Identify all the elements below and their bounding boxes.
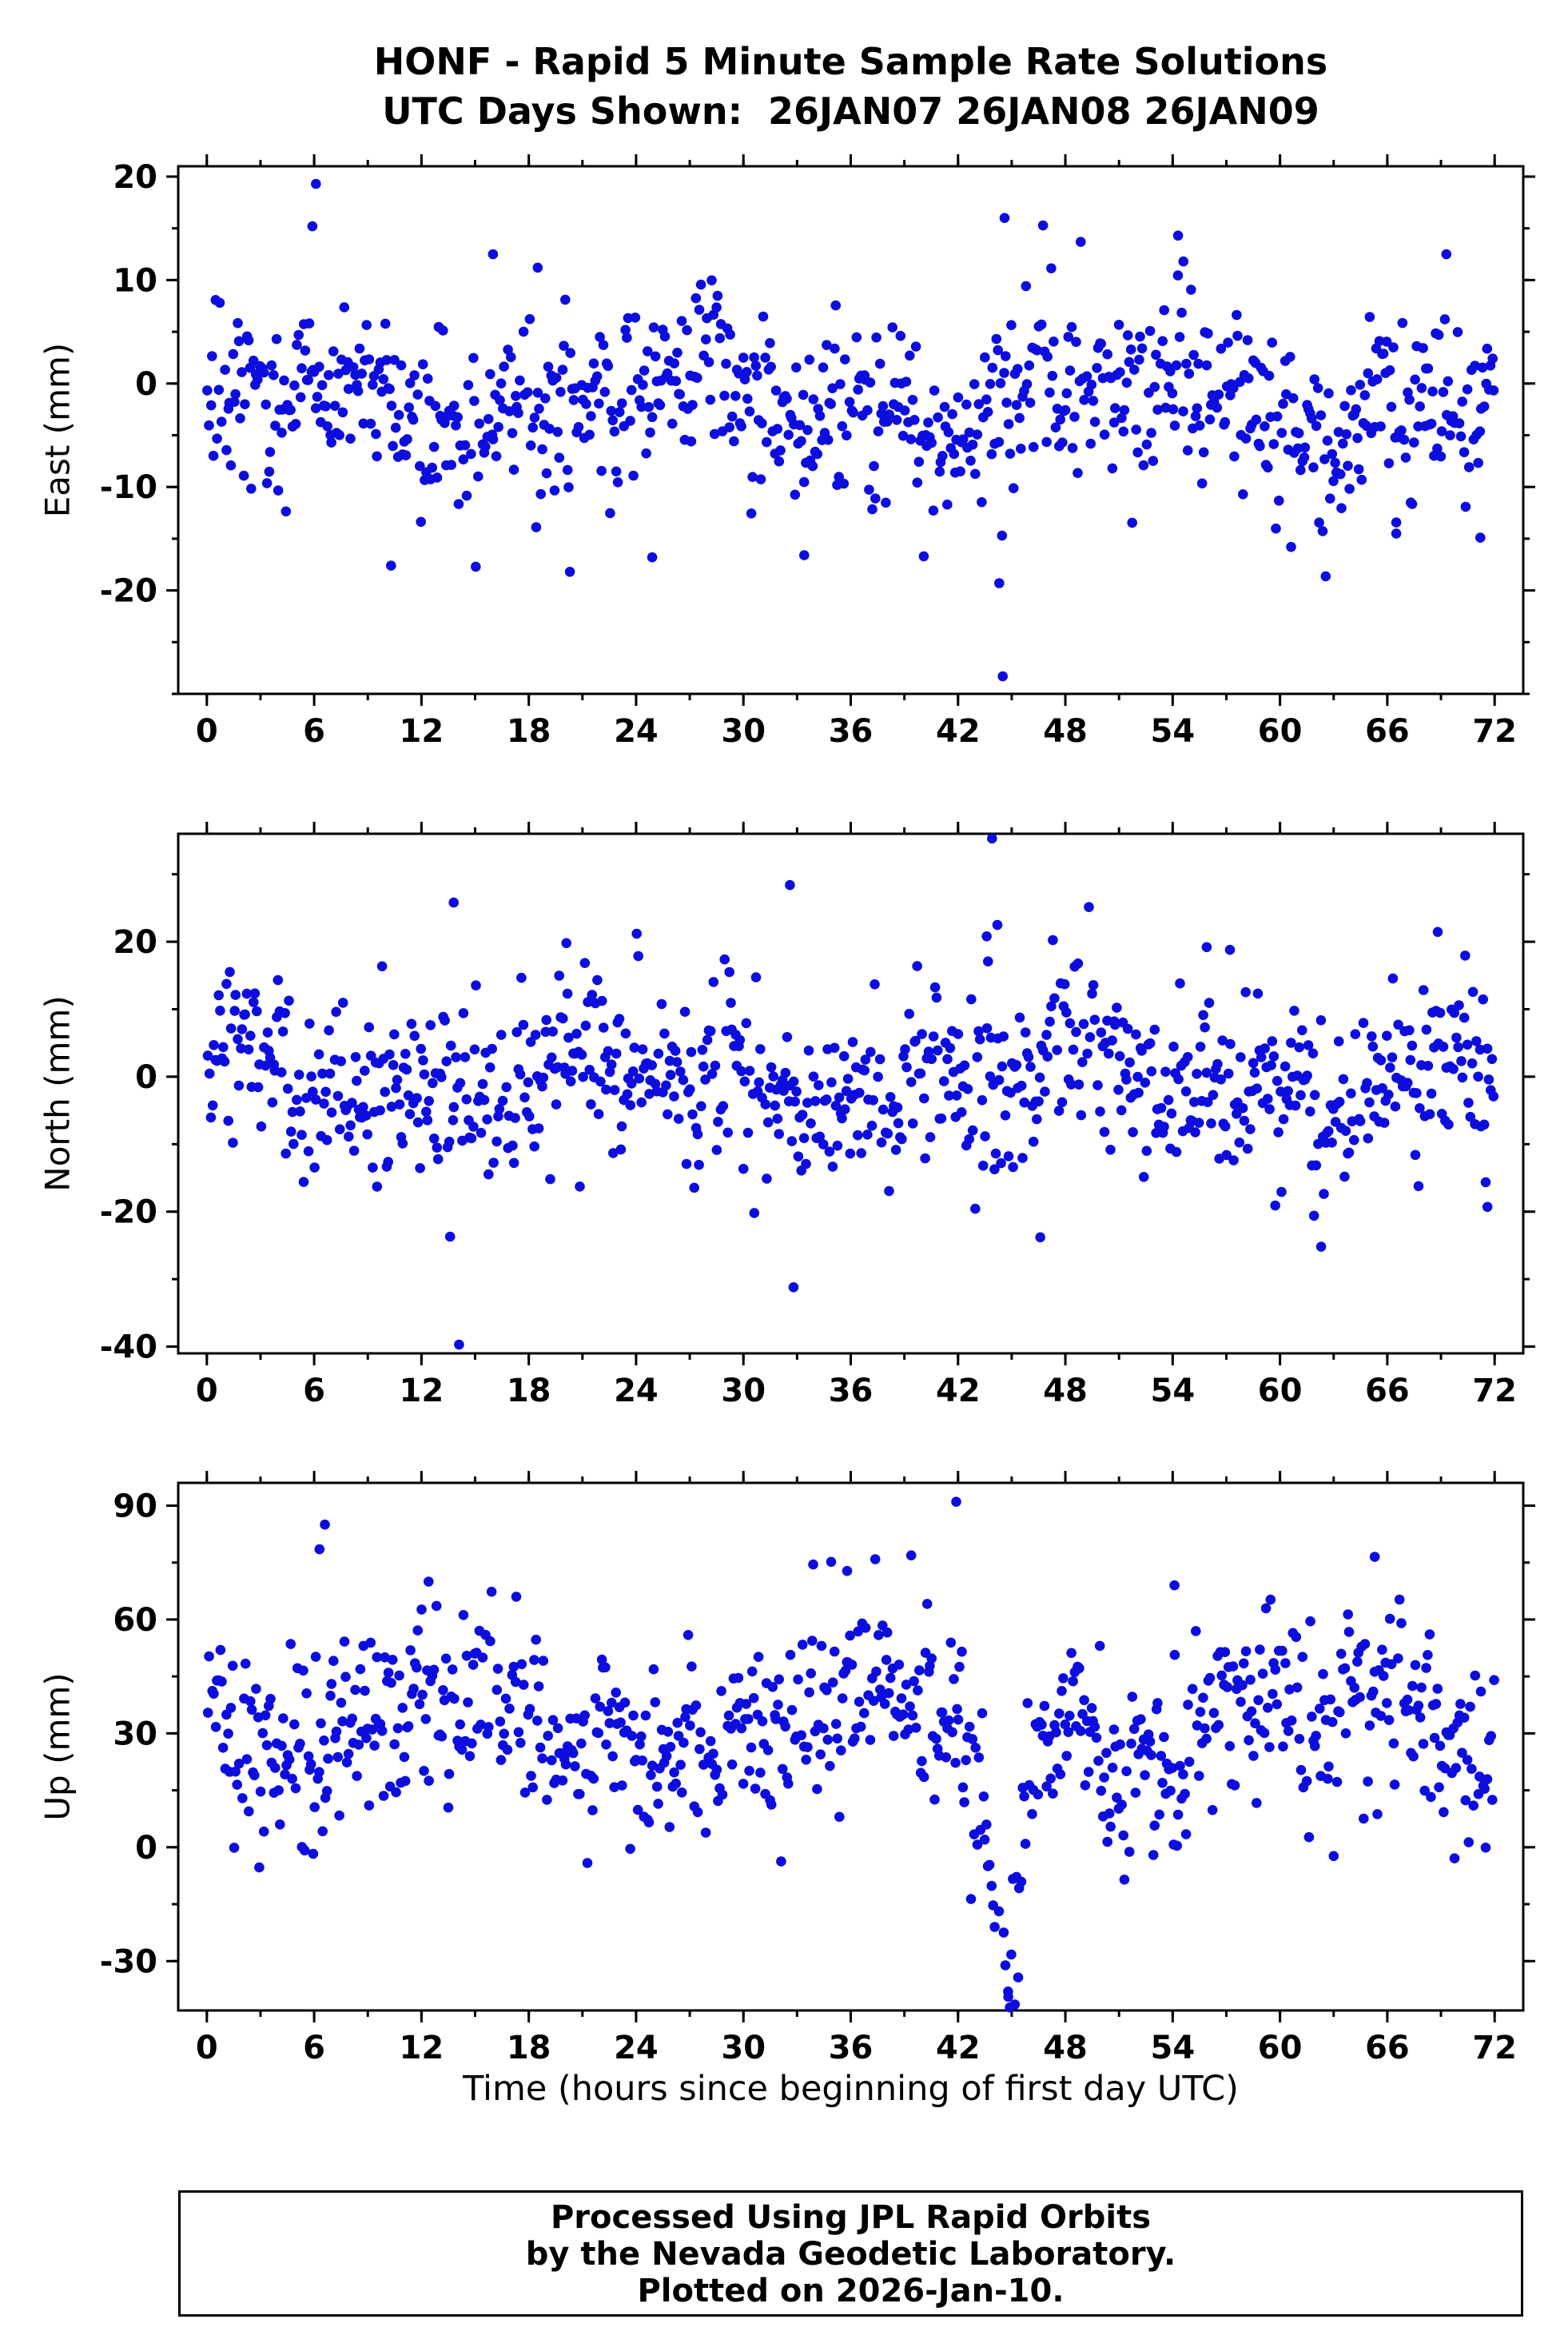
- ylabel-east: East (mm): [38, 342, 78, 518]
- svg-text:90: 90: [113, 1488, 157, 1524]
- svg-text:36: 36: [829, 713, 874, 750]
- svg-text:30: 30: [721, 2030, 766, 2066]
- svg-text:-40: -40: [100, 1329, 157, 1366]
- svg-text:18: 18: [507, 2030, 551, 2066]
- footer-box: Processed Using JPL Rapid Orbits by the …: [178, 2190, 1523, 2317]
- footer-line-2: by the Nevada Geodetic Laboratory.: [525, 2236, 1176, 2273]
- svg-text:42: 42: [936, 1373, 981, 1409]
- svg-text:0: 0: [196, 2030, 218, 2066]
- svg-text:36: 36: [829, 1373, 874, 1409]
- svg-text:10: 10: [113, 262, 157, 299]
- svg-text:0: 0: [196, 713, 218, 750]
- ylabel-north: North (mm): [38, 995, 78, 1192]
- svg-text:60: 60: [1258, 2030, 1303, 2066]
- svg-text:54: 54: [1151, 713, 1196, 750]
- svg-text:48: 48: [1043, 713, 1088, 750]
- svg-text:48: 48: [1043, 1373, 1088, 1409]
- svg-text:48: 48: [1043, 2030, 1088, 2066]
- svg-text:-10: -10: [100, 469, 157, 506]
- scatter-panel-north: 0 6 12 18 24 30 36 42 48 54 60 66 72 -40 -20 0 20: [100, 822, 1535, 1409]
- svg-text:0: 0: [196, 1373, 218, 1409]
- svg-text:18: 18: [507, 713, 551, 750]
- xaxis-label: Time (hours since beginning of first day…: [463, 2069, 1239, 2109]
- footer-line-3: Plotted on 2026-Jan-10.: [637, 2273, 1065, 2309]
- svg-text:-20: -20: [100, 1194, 157, 1231]
- svg-text:6: 6: [303, 1373, 325, 1409]
- svg-text:42: 42: [936, 2030, 981, 2066]
- svg-text:60: 60: [113, 1602, 157, 1639]
- svg-text:30: 30: [721, 713, 766, 750]
- svg-text:42: 42: [936, 713, 981, 750]
- svg-text:24: 24: [614, 2030, 659, 2066]
- svg-text:-30: -30: [100, 1943, 157, 1980]
- ylabel-up: Up (mm): [38, 1672, 78, 1821]
- svg-text:12: 12: [400, 1373, 444, 1409]
- svg-text:30: 30: [113, 1715, 157, 1752]
- footer-line-1: Processed Using JPL Rapid Orbits: [550, 2199, 1151, 2236]
- svg-text:66: 66: [1365, 1373, 1410, 1409]
- svg-text:0: 0: [135, 366, 157, 403]
- svg-text:66: 66: [1365, 713, 1410, 750]
- svg-text:6: 6: [303, 2030, 325, 2066]
- svg-text:0: 0: [135, 1059, 157, 1096]
- svg-text:60: 60: [1258, 713, 1303, 750]
- svg-text:20: 20: [113, 159, 157, 196]
- svg-text:72: 72: [1472, 1373, 1517, 1409]
- svg-text:30: 30: [721, 1373, 766, 1409]
- svg-text:54: 54: [1151, 2030, 1196, 2066]
- figure-subtitle: UTC Days Shown: 26JAN07 26JAN08 26JAN09: [382, 90, 1319, 133]
- svg-text:12: 12: [400, 713, 444, 750]
- svg-text:20: 20: [113, 924, 157, 961]
- svg-text:0: 0: [135, 1830, 157, 1867]
- svg-text:6: 6: [303, 713, 325, 750]
- svg-text:-20: -20: [100, 573, 157, 610]
- svg-text:54: 54: [1151, 1373, 1196, 1409]
- svg-text:60: 60: [1258, 1373, 1303, 1409]
- svg-text:66: 66: [1365, 2030, 1410, 2066]
- svg-text:36: 36: [829, 2030, 874, 2066]
- svg-text:24: 24: [614, 1373, 659, 1409]
- svg-text:18: 18: [507, 1373, 551, 1409]
- svg-text:72: 72: [1472, 2030, 1517, 2066]
- figure-title: HONF - Rapid 5 Minute Sample Rate Soluti…: [373, 40, 1328, 83]
- svg-text:72: 72: [1472, 713, 1517, 750]
- scatter-panel-east: 0 6 12 18 24 30 36 42 48 54 60 66 72 -20 -10 0 10 20: [100, 154, 1535, 750]
- scatter-panel-up: 0 6 12 18 24 30 36 42 48 54 60 66 72 -30 0 30 60 90: [100, 1471, 1535, 2066]
- svg-text:24: 24: [614, 713, 659, 750]
- svg-text:12: 12: [400, 2030, 444, 2066]
